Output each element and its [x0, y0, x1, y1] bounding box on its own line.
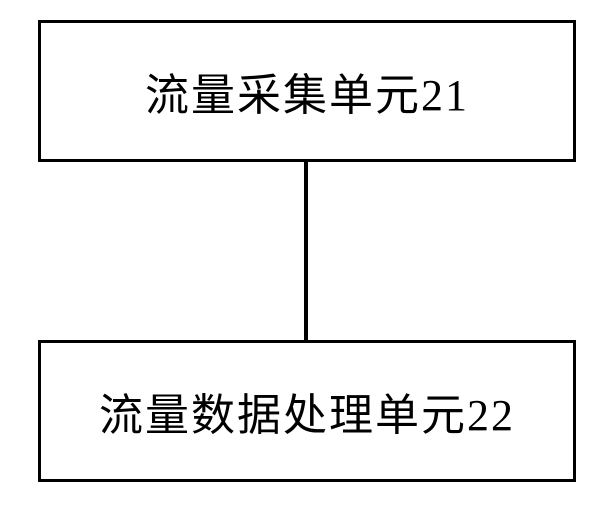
node-top-label: 流量采集单元21 — [145, 59, 469, 123]
node-top: 流量采集单元21 — [38, 20, 576, 162]
node-bottom-label: 流量数据处理单元22 — [99, 379, 515, 443]
edge-connector — [304, 162, 308, 340]
node-bottom: 流量数据处理单元22 — [38, 340, 576, 482]
flowchart-diagram: 流量采集单元21 流量数据处理单元22 — [0, 0, 608, 517]
